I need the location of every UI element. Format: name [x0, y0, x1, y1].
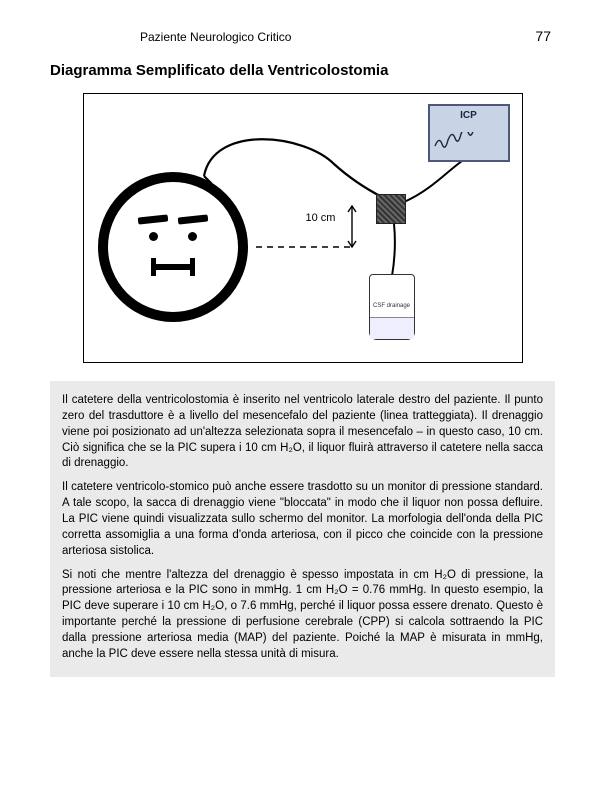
icp-monitor: ICP [428, 104, 510, 162]
icp-monitor-label: ICP [430, 110, 508, 121]
section-title: Diagramma Semplificato della Ventricolos… [50, 62, 555, 79]
patient-head-icon [98, 172, 248, 322]
csf-drainage-bag-icon: CSF drainage [369, 274, 415, 340]
csf-bag-label: CSF drainage [370, 303, 414, 309]
transducer-icon [376, 194, 406, 224]
page-header: Paziente Neurologico Critico 77 [50, 28, 555, 44]
page-number: 77 [535, 28, 551, 44]
drain-height-label: 10 cm [306, 212, 336, 224]
paragraph: Il catetere della ventricolostomia è ins… [62, 393, 543, 472]
paragraph: Il catetere ventricolo-stomico può anche… [62, 480, 543, 559]
paragraph: Si noti che mentre l'altezza del drenagg… [62, 568, 543, 663]
running-title: Paziente Neurologico Critico [140, 30, 291, 44]
ventriculostomy-diagram: ICP 10 cm CSF drainage [83, 93, 523, 363]
explanatory-text-box: Il catetere della ventricolostomia è ins… [50, 381, 555, 677]
icp-waveform-icon [434, 132, 508, 154]
